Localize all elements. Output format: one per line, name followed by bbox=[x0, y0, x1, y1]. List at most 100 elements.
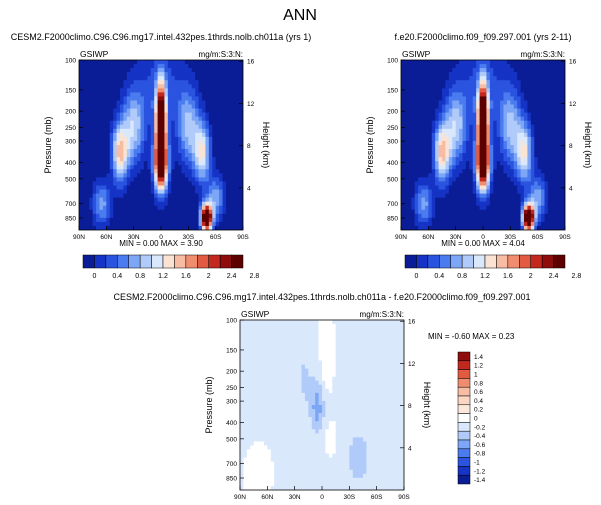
heatmap-cell bbox=[161, 153, 166, 158]
heatmap-cell bbox=[455, 209, 460, 215]
heatmap-cell bbox=[418, 185, 423, 191]
heatmap-cell bbox=[404, 149, 409, 154]
heatmap-cell bbox=[154, 60, 159, 65]
heatmap-cell bbox=[232, 209, 237, 215]
heatmap-cell bbox=[113, 217, 118, 223]
heatmap-cell bbox=[198, 173, 203, 178]
heatmap-cell bbox=[551, 165, 556, 170]
y-axis-label: Pressure (mb) bbox=[365, 116, 375, 173]
heatmap-cell bbox=[510, 88, 515, 93]
heatmap-cell bbox=[130, 68, 135, 73]
heatmap-cell bbox=[150, 181, 155, 187]
heatmap-cell bbox=[547, 201, 552, 207]
heatmap-cell bbox=[181, 100, 186, 106]
heatmap-cell bbox=[431, 120, 436, 126]
heatmap-cell bbox=[229, 72, 234, 77]
heatmap-cell bbox=[116, 104, 121, 110]
heatmap-cell bbox=[137, 177, 142, 183]
heatmap-cell bbox=[421, 100, 426, 106]
heatmap-cell bbox=[208, 72, 213, 77]
heatmap-cell bbox=[102, 193, 107, 199]
heatmap-cell bbox=[236, 145, 241, 150]
heatmap-cell bbox=[232, 153, 237, 158]
heatmap-cell bbox=[195, 209, 200, 215]
heatmap-cell bbox=[239, 76, 243, 81]
heatmap-cell bbox=[524, 145, 529, 150]
heatmap-cell bbox=[174, 104, 179, 110]
heatmap-cell bbox=[318, 360, 323, 366]
heatmap-cell bbox=[222, 197, 227, 203]
heatmap-cell bbox=[229, 92, 234, 98]
heatmap-cell bbox=[133, 185, 138, 191]
heatmap-cell bbox=[400, 332, 404, 337]
heatmap-cell bbox=[143, 100, 148, 106]
panel-2-title: f.e20.F2000climo.f09_f09.297.001 (yrs 2-… bbox=[395, 32, 572, 42]
heatmap-cell bbox=[178, 76, 183, 81]
heatmap-cell bbox=[263, 380, 268, 386]
heatmap-cell bbox=[448, 145, 453, 150]
heatmap-cell bbox=[229, 213, 234, 219]
heatmap-cell bbox=[191, 104, 196, 110]
heatmap-cell bbox=[537, 136, 542, 142]
heatmap-cell bbox=[239, 209, 243, 215]
heatmap-cell bbox=[520, 64, 525, 69]
heatmap-cell bbox=[229, 80, 234, 85]
heatmap-cell bbox=[554, 145, 559, 150]
heatmap-cell bbox=[397, 336, 402, 341]
heatmap-cell bbox=[150, 76, 155, 81]
heatmap-cell bbox=[263, 352, 268, 358]
heatmap-cell bbox=[472, 193, 477, 199]
heatmap-cell bbox=[174, 173, 179, 178]
heatmap-cell bbox=[503, 197, 508, 203]
heatmap-cell bbox=[164, 193, 169, 199]
heatmap-cell bbox=[270, 348, 275, 353]
heatmap-cell bbox=[79, 80, 84, 85]
heatmap-cell bbox=[455, 96, 460, 102]
heatmap-cell bbox=[431, 169, 436, 174]
heatmap-cell bbox=[284, 364, 289, 370]
heatmap-cell bbox=[452, 72, 457, 77]
heatmap-cell bbox=[386, 324, 391, 329]
heatmap-cell bbox=[421, 217, 426, 223]
heatmap-cell bbox=[479, 128, 484, 134]
heatmap-cell bbox=[232, 213, 237, 219]
heatmap-cell bbox=[106, 124, 111, 130]
heatmap-cell bbox=[109, 169, 114, 174]
heatmap-cell bbox=[448, 165, 453, 170]
heatmap-cell bbox=[99, 173, 104, 178]
heatmap-cell bbox=[442, 165, 447, 170]
heatmap-cell bbox=[181, 84, 186, 89]
heatmap-cell bbox=[421, 72, 426, 77]
heatmap-cell bbox=[489, 193, 494, 199]
heatmap-cell bbox=[308, 360, 313, 366]
heatmap-cell bbox=[102, 197, 107, 203]
heatmap-cell bbox=[106, 185, 111, 191]
heatmap-cell bbox=[554, 124, 559, 130]
heatmap-cell bbox=[137, 108, 142, 114]
heatmap-cell bbox=[561, 197, 565, 203]
heatmap-cell bbox=[240, 364, 245, 370]
heatmap-cell bbox=[455, 72, 460, 77]
heatmap-cell bbox=[85, 193, 90, 199]
heatmap-cell bbox=[489, 185, 494, 191]
heatmap-cell bbox=[527, 185, 532, 191]
heatmap-cell bbox=[489, 205, 494, 211]
heatmap-cell bbox=[181, 64, 186, 69]
heatmap-cell bbox=[150, 132, 155, 138]
heatmap-cell bbox=[452, 153, 457, 158]
heatmap-cell bbox=[92, 181, 97, 187]
colorbar-swatch bbox=[439, 254, 451, 269]
heatmap-cell bbox=[89, 173, 94, 178]
heatmap-cell bbox=[116, 140, 121, 146]
heatmap-cell bbox=[167, 217, 172, 223]
heatmap-cell bbox=[106, 177, 111, 183]
heatmap-cell bbox=[304, 364, 309, 370]
heatmap-cell bbox=[352, 376, 357, 382]
heatmap-cell bbox=[479, 173, 484, 178]
heatmap-cell bbox=[342, 356, 347, 362]
heatmap-cell bbox=[397, 344, 402, 349]
heatmap-cell bbox=[534, 189, 539, 195]
heatmap-cell bbox=[126, 149, 131, 154]
heatmap-cell bbox=[380, 356, 385, 362]
heatmap-cell bbox=[267, 328, 272, 333]
